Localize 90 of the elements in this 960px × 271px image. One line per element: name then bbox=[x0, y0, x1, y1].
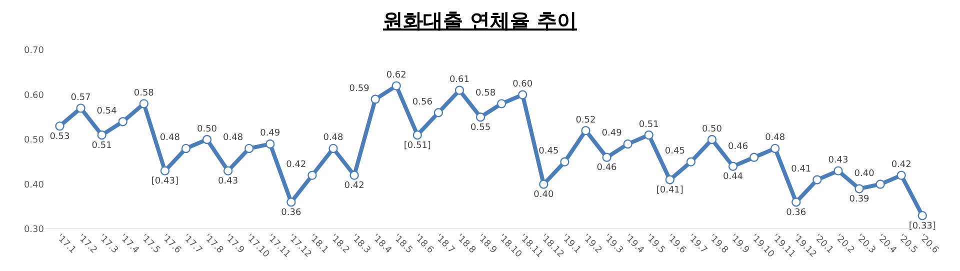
data-label: 0.42 bbox=[344, 181, 364, 192]
data-label: 0.51 bbox=[92, 140, 112, 151]
data-label: 0.45 bbox=[538, 146, 559, 157]
data-label: 0.54 bbox=[96, 106, 118, 116]
data-label: 0.50 bbox=[196, 124, 218, 134]
point bbox=[896, 170, 906, 180]
point bbox=[97, 130, 106, 140]
point bbox=[876, 180, 885, 189]
point bbox=[644, 130, 654, 140]
point bbox=[749, 152, 759, 162]
point bbox=[518, 90, 528, 100]
data-label: 0.60 bbox=[512, 80, 533, 90]
point bbox=[623, 139, 632, 149]
data-label: 0.57 bbox=[70, 92, 91, 103]
data-label: 0.43 bbox=[828, 156, 848, 166]
y-tick-label: 0.50 bbox=[24, 136, 44, 146]
data-label: 0.42 bbox=[891, 160, 912, 170]
data-label: 0.46 bbox=[596, 163, 618, 174]
data-label: 0.51 bbox=[638, 120, 659, 130]
point bbox=[707, 134, 717, 144]
data-label: [0.33] bbox=[908, 221, 936, 232]
point bbox=[686, 157, 696, 166]
point bbox=[665, 175, 674, 184]
data-label: 0.44 bbox=[722, 172, 744, 182]
point bbox=[812, 175, 822, 184]
point bbox=[76, 104, 86, 113]
chart-title: 원화대출 연체율 추이 bbox=[383, 8, 577, 33]
point bbox=[454, 86, 464, 95]
point bbox=[496, 99, 506, 108]
data-label: 0.40 bbox=[534, 190, 554, 200]
point bbox=[244, 144, 254, 154]
point bbox=[392, 81, 401, 90]
data-label: 0.61 bbox=[449, 75, 470, 86]
point bbox=[476, 112, 486, 122]
point bbox=[202, 134, 212, 144]
data-label: 0.39 bbox=[849, 194, 870, 204]
point bbox=[560, 157, 570, 166]
data-label: 0.46 bbox=[728, 142, 748, 152]
data-label: 0.36 bbox=[786, 208, 806, 218]
point bbox=[770, 144, 780, 154]
point bbox=[834, 166, 843, 176]
data-label: 0.45 bbox=[664, 146, 685, 157]
data-label: [0.41] bbox=[656, 186, 684, 196]
point bbox=[539, 180, 548, 189]
point bbox=[266, 139, 275, 149]
y-tick-label: 0.30 bbox=[24, 225, 44, 236]
point bbox=[854, 184, 864, 194]
data-label: 0.48 bbox=[323, 133, 344, 144]
data-label: 0.58 bbox=[476, 88, 496, 98]
data-label: 0.58 bbox=[134, 88, 154, 98]
point bbox=[581, 126, 590, 136]
data-label: 0.50 bbox=[702, 124, 722, 134]
point bbox=[350, 170, 359, 180]
data-label: 0.40 bbox=[854, 169, 875, 179]
data-label: 0.43 bbox=[218, 176, 238, 187]
data-label: 0.59 bbox=[349, 84, 370, 94]
y-tick-label: 0.60 bbox=[24, 90, 44, 101]
point bbox=[918, 210, 927, 220]
y-tick-label: 0.40 bbox=[24, 180, 44, 190]
point bbox=[370, 94, 380, 104]
data-label: 0.55 bbox=[470, 122, 491, 133]
y-tick-label: 0.70 bbox=[24, 46, 44, 56]
point bbox=[118, 117, 128, 126]
point bbox=[728, 162, 738, 171]
point bbox=[181, 144, 191, 154]
data-label: 0.62 bbox=[386, 70, 406, 81]
data-label: 0.48 bbox=[223, 133, 244, 144]
point bbox=[223, 166, 233, 176]
data-label: 0.49 bbox=[602, 128, 622, 139]
point bbox=[602, 152, 612, 162]
point bbox=[412, 130, 422, 140]
point bbox=[792, 198, 801, 207]
point bbox=[308, 170, 317, 180]
data-label: [0.43] bbox=[151, 176, 178, 187]
data-label: [0.51] bbox=[404, 140, 431, 151]
point bbox=[160, 166, 170, 176]
data-label: 0.49 bbox=[260, 128, 280, 139]
data-label: 0.52 bbox=[576, 115, 596, 126]
point bbox=[328, 144, 338, 154]
data-label: 0.56 bbox=[412, 97, 433, 108]
data-label: 0.48 bbox=[765, 133, 786, 144]
point bbox=[286, 198, 296, 207]
data-label: 0.42 bbox=[286, 160, 306, 170]
point bbox=[434, 108, 444, 118]
point bbox=[55, 121, 64, 131]
data-label: 0.48 bbox=[160, 133, 180, 144]
point bbox=[139, 99, 148, 108]
data-label: 0.36 bbox=[281, 208, 302, 218]
data-label: 0.41 bbox=[791, 164, 812, 175]
data-label: 0.53 bbox=[50, 132, 70, 142]
